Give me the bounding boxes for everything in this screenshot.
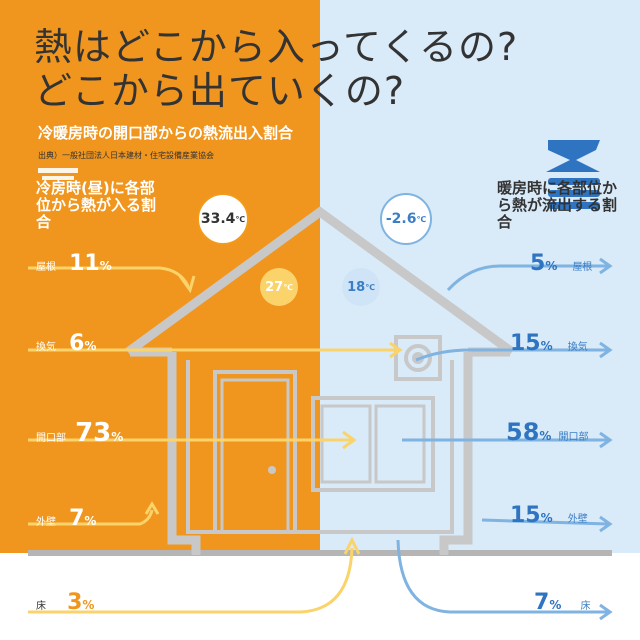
winter-item-name: 外壁 <box>567 514 588 525</box>
winter-label: 暖房時に各部位から熱が流出する割合 <box>497 179 618 231</box>
temp-unit: ℃ <box>416 214 427 224</box>
summer-item-unit: % <box>82 598 95 612</box>
temp-unit: ℃ <box>235 214 246 224</box>
winter-arrows <box>396 257 613 621</box>
house-vent <box>394 335 442 381</box>
summer-item-value: 7 <box>69 506 85 531</box>
winter-outside-temp-value: -2.6 <box>385 211 417 227</box>
summer-item-unit: % <box>84 339 97 353</box>
winter-item-value: 15 <box>510 331 541 356</box>
summer-inside-temp-value: 27 <box>265 279 284 295</box>
winter-season-char: 冬 <box>556 143 557 144</box>
winter-item-ventilation: 15% 換気 <box>510 333 588 355</box>
house <box>125 206 515 555</box>
summer-arrow-wall <box>28 509 154 526</box>
house-wall <box>167 352 473 555</box>
subtitle: 冷暖房時の開口部からの熱流出入割合 <box>38 124 294 142</box>
summer-season-mark <box>38 168 78 180</box>
winter-item-opening: 58% 開口部 <box>506 420 589 444</box>
summer-item-opening: 開口部 73% <box>36 420 123 446</box>
summer-item-ventilation: 換気 6% <box>36 333 96 355</box>
winter-arrow-wall <box>481 518 609 526</box>
winter-item-unit: % <box>545 259 558 273</box>
summer-arrow-floor <box>28 547 354 614</box>
bottom-band <box>0 553 640 640</box>
summer-item-name: 床 <box>36 601 46 612</box>
summer-item-wall: 外壁 7% <box>36 508 96 530</box>
winter-inside-temp: 18 ℃ <box>342 268 380 306</box>
winter-item-name: 床 <box>580 601 591 612</box>
summer-item-unit: % <box>99 259 112 273</box>
temp-unit: ℃ <box>283 282 293 292</box>
summer-label: 冷房時(昼)に各部位から熱が入る割合 <box>36 179 157 231</box>
winter-item-name: 開口部 <box>558 432 589 443</box>
title-line-1: 熱はどこから入ってくるの? <box>34 25 519 69</box>
winter-item-unit: % <box>539 429 552 443</box>
summer-outside-temp: 33.4 ℃ <box>197 193 249 245</box>
summer-item-value: 11 <box>69 251 100 276</box>
summer-item-value: 6 <box>69 331 85 356</box>
winter-item-unit: % <box>540 511 553 525</box>
summer-item-name: 屋根 <box>36 262 56 273</box>
winter-item-wall: 15% 外壁 <box>510 505 588 527</box>
summer-item-value: 3 <box>67 590 83 615</box>
summer-item-name: 開口部 <box>36 433 66 444</box>
winter-item-value: 15 <box>510 503 541 528</box>
winter-item-name: 屋根 <box>572 262 593 273</box>
temp-unit: ℃ <box>365 282 375 292</box>
house-door <box>213 370 297 534</box>
summer-item-roof: 屋根 11% <box>36 253 112 275</box>
house-inner <box>186 360 454 534</box>
summer-item-unit: % <box>84 514 97 528</box>
summer-item-name: 換気 <box>36 342 56 353</box>
winter-arrow-floor <box>396 539 608 614</box>
winter-item-roof: 5% 屋根 <box>530 253 592 275</box>
winter-outside-temp: -2.6 ℃ <box>380 193 432 245</box>
title-line-2: どこから出ていくの? <box>34 69 406 113</box>
summer-item-name: 外壁 <box>36 517 56 528</box>
winter-item-value: 7 <box>534 590 550 615</box>
summer-item-value: 73 <box>75 418 112 448</box>
winter-item-unit: % <box>540 339 553 353</box>
summer-item-floor: 床 3% <box>36 592 94 614</box>
source-credit: 出典）一般社団法人日本建材・住宅設備産業協会 <box>38 151 214 160</box>
ground-line <box>28 550 612 556</box>
winter-item-value: 58 <box>506 418 540 446</box>
winter-arrow-vent <box>415 348 608 362</box>
summer-arrows <box>28 266 403 614</box>
winter-season-mark <box>546 140 600 209</box>
summer-inside-temp: 27 ℃ <box>260 268 298 306</box>
house-window <box>311 396 435 492</box>
summer-outside-temp-value: 33.4 <box>200 211 236 227</box>
winter-item-name: 換気 <box>567 342 588 353</box>
winter-arrow-roof <box>446 264 608 292</box>
winter-inside-temp-value: 18 <box>347 279 366 295</box>
winter-item-floor: 7% 床 <box>534 592 590 614</box>
winter-item-value: 5 <box>530 251 546 276</box>
summer-item-unit: % <box>111 430 124 444</box>
winter-item-unit: % <box>549 598 562 612</box>
house-roof <box>125 206 515 356</box>
